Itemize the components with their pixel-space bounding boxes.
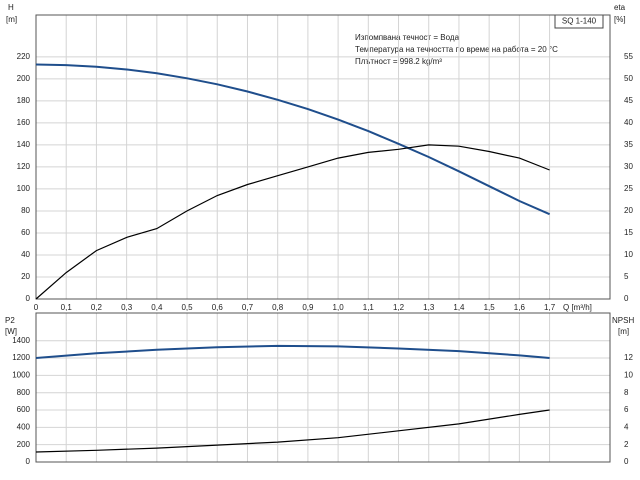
y-tick-label: 120 — [17, 162, 31, 171]
x-tick-label: 0,8 — [272, 303, 284, 312]
y2-tick-label: 25 — [624, 184, 633, 193]
x-tick-label: 1,4 — [453, 303, 465, 312]
y2-label: eta — [614, 3, 626, 12]
y2-unit: [m] — [618, 327, 629, 336]
chart-title: SQ 1-140 — [562, 17, 597, 26]
y-tick-label: 800 — [17, 388, 31, 397]
y-label: H — [8, 3, 14, 12]
y-unit: [W] — [5, 327, 17, 336]
y-tick-label: 600 — [17, 405, 31, 414]
x-tick-label: 0,9 — [302, 303, 314, 312]
series-line — [35, 409, 550, 453]
annotation: Температура на течността по време на раб… — [355, 45, 558, 54]
y-tick-label: 80 — [21, 206, 30, 215]
y2-tick-label: 4 — [624, 422, 629, 431]
y2-tick-label: 2 — [624, 440, 629, 449]
x-tick-label: 0,2 — [91, 303, 103, 312]
y-tick-label: 100 — [17, 184, 31, 193]
y2-tick-label: 6 — [624, 405, 629, 414]
y-tick-label: 1400 — [12, 336, 30, 345]
y2-tick-label: 20 — [624, 206, 633, 215]
x-tick-label: 0,4 — [151, 303, 163, 312]
x-tick-label: 1,5 — [484, 303, 496, 312]
y-tick-label: 400 — [17, 422, 31, 431]
y2-tick-label: 40 — [624, 118, 633, 127]
y2-unit: [%] — [614, 15, 626, 24]
x-tick-label: 0,1 — [61, 303, 73, 312]
plot-frame — [35, 14, 611, 300]
y-unit: [m] — [6, 15, 17, 24]
x-tick-label: 0,3 — [121, 303, 133, 312]
y-tick-label: 160 — [17, 118, 31, 127]
y2-tick-label: 8 — [624, 388, 629, 397]
annotation: Изпомпвана течност = Вода — [355, 33, 460, 42]
x-tick-label: 1,6 — [514, 303, 526, 312]
plot-frame — [35, 312, 611, 463]
y-tick-label: 220 — [17, 52, 31, 61]
y2-tick-label: 5 — [624, 272, 629, 281]
x-tick-label: 0 — [34, 303, 39, 312]
series-line — [35, 344, 550, 359]
y-tick-label: 0 — [26, 457, 31, 466]
y-tick-label: 200 — [17, 440, 31, 449]
x-tick-label: 0,6 — [212, 303, 224, 312]
y2-tick-label: 55 — [624, 52, 633, 61]
y-tick-label: 140 — [17, 140, 31, 149]
y-tick-label: 0 — [26, 294, 31, 303]
y2-tick-label: 30 — [624, 162, 633, 171]
x-tick-label: 1,7 — [544, 303, 556, 312]
y2-tick-label: 35 — [624, 140, 633, 149]
y-tick-label: 60 — [21, 228, 30, 237]
series-line — [35, 63, 551, 216]
y-tick-label: 1200 — [12, 353, 30, 362]
x-tick-label: 0,7 — [242, 303, 254, 312]
y-tick-label: 180 — [17, 96, 31, 105]
y2-tick-label: 50 — [624, 74, 633, 83]
y2-tick-label: 45 — [624, 96, 633, 105]
x-tick-label: 1,1 — [363, 303, 375, 312]
y2-tick-label: 10 — [624, 370, 633, 379]
y2-tick-label: 15 — [624, 228, 633, 237]
series-line — [35, 144, 550, 300]
x-tick-label: 1,0 — [333, 303, 345, 312]
y2-tick-label: 12 — [624, 353, 633, 362]
x-tick-label: 0,5 — [181, 303, 193, 312]
y2-tick-label: 0 — [624, 457, 629, 466]
y-tick-label: 20 — [21, 272, 30, 281]
x-tick-label: 1,3 — [423, 303, 435, 312]
y2-tick-label: 0 — [624, 294, 629, 303]
y-tick-label: 1000 — [12, 370, 30, 379]
y-tick-label: 200 — [17, 74, 31, 83]
x-tick-label: 1,2 — [393, 303, 405, 312]
y2-label: NPSH — [612, 316, 634, 325]
y-label: P2 — [5, 316, 15, 325]
x-label: Q [m³/h] — [563, 303, 592, 312]
y2-tick-label: 10 — [624, 250, 633, 259]
y-tick-label: 40 — [21, 250, 30, 259]
